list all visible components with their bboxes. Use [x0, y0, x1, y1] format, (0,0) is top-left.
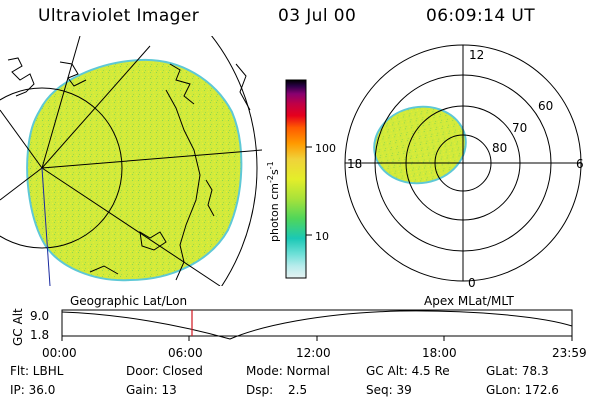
timeline-ytick-top: 9.0 [30, 309, 49, 323]
mlt-18-label: 18 [347, 157, 362, 171]
mlt-6-label: 6 [576, 157, 584, 171]
info-dsp-value: 2.5 [288, 383, 308, 397]
timeline-xtick: 06:00 [168, 346, 203, 360]
info-gain: Gain: 13 [126, 383, 177, 397]
timeline-ytick-bottom: 1.8 [30, 328, 49, 342]
instrument-title: Ultraviolet Imager [38, 6, 200, 26]
info-gc-alt: GC Alt: 4.5 Re [366, 364, 450, 378]
info-door: Door: Closed [126, 364, 203, 378]
mlt-0-label: 0 [468, 276, 476, 290]
timeline-xtick: 12:00 [296, 346, 331, 360]
timeline-xtick: 00:00 [42, 346, 77, 360]
info-ip: IP: 36.0 [10, 383, 56, 397]
mlat-60-label: 60 [538, 99, 553, 113]
info-glat: GLat: 78.3 [486, 364, 549, 378]
time-label: 06:09:14 UT [426, 6, 535, 26]
colorbar [285, 79, 307, 279]
info-flt: Flt: LBHL [10, 364, 64, 378]
uv-emission-area [26, 58, 243, 282]
colorbar-label-100: 100 [315, 142, 336, 155]
geographic-label: Geographic Lat/Lon [70, 294, 188, 308]
mlat-70-label: 70 [512, 121, 527, 135]
timeline-plot: GC Alt 9.0 1.8 00:00 06:00 12:00 18:00 2… [11, 308, 587, 360]
mlat-80-label: 80 [492, 141, 507, 155]
polar-emission-area [373, 105, 467, 185]
polar-plot: 12 18 6 0 60 70 80 [344, 44, 584, 290]
colorbar-unit-label: photon cm-2s-1 [266, 161, 281, 242]
info-seq: Seq: 39 [366, 383, 412, 397]
timeline-xtick: 18:00 [422, 346, 457, 360]
geographic-image [0, 36, 262, 286]
timeline-xtick: 23:59 [552, 346, 587, 360]
coastline [7, 57, 251, 281]
date-label: 03 Jul 00 [278, 6, 357, 26]
mlt-12-label: 12 [469, 48, 484, 62]
colorbar-label-10: 10 [315, 230, 329, 243]
apex-label: Apex MLat/MLT [424, 294, 514, 308]
gc-alt-curve [61, 310, 573, 340]
timeline-ylabel: GC Alt [11, 308, 25, 346]
latlon-grid [0, 36, 262, 286]
info-mode: Mode: Normal [246, 364, 330, 378]
info-glon: GLon: 172.6 [486, 383, 559, 397]
info-dsp-label: Dsp: [246, 383, 274, 397]
